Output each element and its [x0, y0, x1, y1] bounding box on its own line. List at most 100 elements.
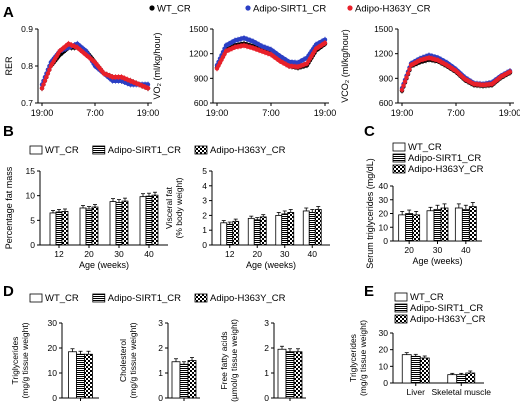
x-tick-label: 19:00	[137, 108, 160, 118]
bar-1	[171, 361, 181, 399]
x-tick-label: 7:00	[86, 108, 104, 118]
legend-swatch	[29, 145, 43, 155]
y-tick-label: 40	[379, 181, 389, 191]
legend-a-label: Adipo-H363Y_CR	[355, 4, 431, 15]
legend-a-marker	[245, 5, 251, 11]
y-axis-label: Cholesterol	[118, 339, 128, 382]
y-tick-label: 0	[383, 236, 388, 246]
x-tick-label: 20	[84, 249, 94, 259]
bar-3	[91, 206, 99, 246]
y-axis-label: (% body weight)	[174, 177, 184, 238]
x-tick-label: 12	[225, 249, 235, 259]
y-tick-label: 1200	[374, 49, 393, 59]
legend-swatch	[392, 142, 406, 152]
y-tick-label: 30	[379, 195, 389, 205]
bar-1	[426, 210, 435, 242]
series-point	[47, 67, 52, 72]
y-axis-label: Triglycerides	[348, 334, 358, 382]
panel-letter-a: A	[3, 4, 14, 21]
x-axis-label: Age (weeks)	[246, 260, 296, 270]
bar-1	[398, 214, 407, 242]
x-tick-label: 12	[54, 249, 64, 259]
bar-3	[121, 200, 129, 246]
legend-label: WT_CR	[45, 293, 79, 304]
chart-a2: 600 900 1200 1500 VO₂ (ml/kg/hour) 19:00 7:00 1…	[152, 24, 336, 118]
y-tick-label: 5	[202, 166, 207, 176]
y-tick-label: 900	[194, 73, 208, 83]
x-tick-label: 20	[404, 245, 414, 255]
y-tick-label: 0.7	[21, 98, 33, 108]
panel-letter-b: B	[3, 123, 14, 140]
y-axis-label: RER	[4, 56, 14, 76]
bar-3	[151, 194, 159, 246]
bar-2	[405, 213, 414, 242]
y-tick-label: 900	[379, 73, 393, 83]
series-point	[402, 79, 408, 84]
legend-d: WT_CR Adipo-SIRT1_CR Adipo-H363Y_CR	[29, 293, 286, 304]
legend-a-marker	[347, 5, 353, 11]
y-tick-label: 1500	[189, 24, 208, 34]
y-axis-label: (mg/g tissue weight)	[358, 320, 368, 396]
bar-1	[302, 210, 310, 246]
x-tick-label: 30	[114, 249, 124, 259]
bar-2	[76, 353, 85, 399]
x-axis-label: Age (weeks)	[79, 260, 129, 270]
legend-label: Adipo-SIRT1_CR	[108, 293, 181, 304]
series-point	[507, 69, 513, 74]
series-point	[405, 71, 411, 76]
legend-label: Adipo-SIRT1_CR	[108, 145, 181, 156]
bar-2	[410, 355, 421, 384]
bar-3	[412, 214, 421, 242]
bar-3	[293, 351, 303, 399]
y-tick-label: 0	[264, 393, 269, 403]
x-tick-label: 20	[253, 249, 263, 259]
legend-label: WT_CR	[408, 142, 442, 153]
y-tick-label: 1	[202, 225, 207, 235]
bar-1	[277, 348, 287, 399]
y-tick-label: 20	[379, 345, 389, 355]
y-axis-label: VCO₂ (ml/kg/hour)	[340, 29, 350, 103]
x-tick-label: 19:00	[314, 108, 337, 118]
y-axis-label: Triglycerides	[10, 337, 20, 385]
legend-label: WT_CR	[410, 292, 444, 303]
legend-swatch	[394, 303, 408, 313]
chart-d2: 0 1 2 3 Cholesterol (mg/g tissue weight)	[118, 318, 200, 403]
y-axis-label: Visceral fat	[164, 186, 174, 229]
y-tick-label: 600	[194, 98, 208, 108]
y-tick-label: 10	[379, 361, 389, 371]
y-tick-label: 15	[26, 166, 36, 176]
bar-1	[109, 201, 117, 246]
bar-2	[253, 219, 261, 246]
y-tick-label: 5	[30, 215, 35, 225]
legend-swatch	[92, 145, 106, 155]
bar-1	[49, 212, 57, 246]
x-tick-label: 19:00	[206, 108, 229, 118]
bar-2	[55, 211, 63, 246]
legend-a-label: Adipo-SIRT1_CR	[253, 4, 326, 15]
panel-letter-d: D	[3, 283, 14, 300]
y-axis-label: Serum triglycerides (mg/dL)	[365, 158, 375, 269]
x-tick-label: Skeletal muscle	[431, 387, 491, 397]
series-point	[404, 75, 409, 80]
legend-label: Adipo-SIRT1_CR	[410, 303, 483, 314]
y-tick-label: 0.9	[21, 24, 33, 34]
x-tick-label: 40	[308, 249, 318, 259]
y-tick-label: 10	[26, 191, 36, 201]
y-axis-label: (mg/g tissue weight)	[128, 322, 138, 398]
y-tick-label: 0	[52, 393, 57, 403]
series-point	[407, 67, 412, 72]
legend-label: Adipo-H363Y_CR	[410, 314, 486, 325]
legend-b: WT_CR Adipo-SIRT1_CR Adipo-H363Y_CR	[29, 145, 286, 156]
bar-1	[447, 374, 458, 384]
bar-1	[247, 217, 255, 246]
y-tick-label: 20	[379, 209, 389, 219]
y-tick-label: 0.8	[21, 61, 33, 71]
bar-1	[68, 351, 77, 399]
legend-label: Adipo-H363Y_CR	[210, 293, 286, 304]
bar-2	[115, 202, 123, 246]
y-tick-label: 1	[264, 368, 269, 378]
y-axis-label: Percentage fat mass	[4, 166, 14, 249]
legend-swatch	[394, 314, 408, 324]
